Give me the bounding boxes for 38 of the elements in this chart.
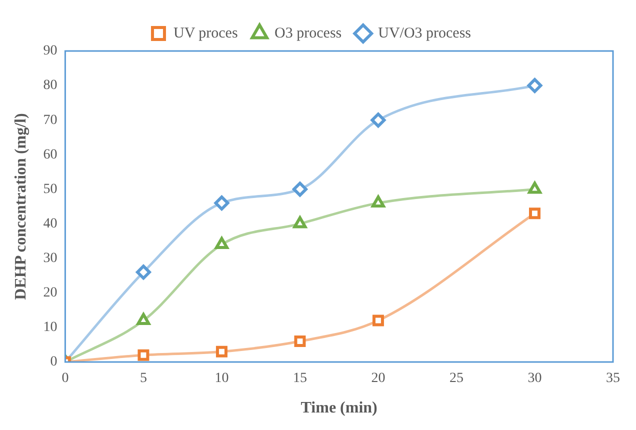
x-tick-label: 5 bbox=[140, 371, 147, 386]
y-axis-title: DEHP concentration (mg/l) bbox=[12, 113, 30, 300]
point bbox=[528, 182, 542, 194]
legend-label: UV proces bbox=[173, 25, 238, 42]
y-tick-label: 0 bbox=[50, 354, 58, 370]
x-tick-label: 35 bbox=[606, 371, 620, 386]
point bbox=[136, 313, 150, 326]
x-tick-label: 25 bbox=[449, 371, 464, 386]
point bbox=[372, 196, 385, 208]
y-tick-label: 30 bbox=[43, 251, 58, 266]
point bbox=[138, 349, 150, 361]
legend-label: UV/O3 process bbox=[378, 25, 472, 42]
point bbox=[216, 346, 228, 358]
x-tick-label: 10 bbox=[214, 371, 229, 386]
point bbox=[372, 314, 384, 326]
x-axis-title: Time (min) bbox=[300, 400, 378, 417]
point bbox=[529, 208, 540, 220]
y-tick-label: 10 bbox=[43, 320, 58, 336]
point bbox=[527, 78, 542, 94]
y-tick-label: 50 bbox=[43, 182, 58, 197]
x-tick-label: 0 bbox=[62, 371, 69, 386]
point bbox=[214, 196, 230, 211]
y-tick-label: 60 bbox=[43, 147, 58, 162]
x-tick-label: 20 bbox=[371, 371, 386, 386]
point bbox=[370, 112, 386, 128]
y-tick-label: 80 bbox=[43, 78, 58, 94]
point bbox=[136, 264, 151, 280]
legend-label: O3 process bbox=[274, 25, 342, 42]
x-tick-label: 15 bbox=[292, 371, 307, 386]
y-tick-label: 40 bbox=[43, 216, 58, 232]
x-tick-label: 30 bbox=[528, 371, 542, 386]
y-tick-label: 20 bbox=[43, 286, 58, 301]
y-tick-label: 90 bbox=[43, 44, 58, 59]
point bbox=[292, 182, 308, 197]
point bbox=[294, 336, 306, 348]
point bbox=[293, 216, 307, 228]
point bbox=[215, 237, 228, 250]
y-tick-label: 70 bbox=[43, 112, 58, 128]
